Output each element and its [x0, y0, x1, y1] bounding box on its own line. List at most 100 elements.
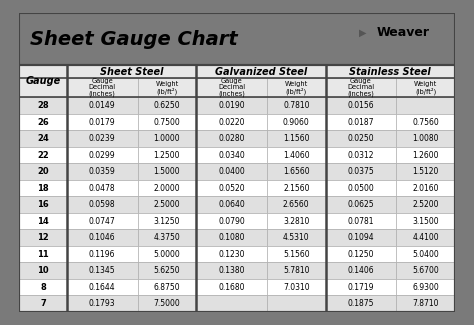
Bar [137, 295, 196, 312]
Text: 2.0160: 2.0160 [412, 184, 439, 193]
Text: 0.0640: 0.0640 [218, 200, 245, 209]
Text: 0.1250: 0.1250 [348, 250, 374, 259]
Bar [196, 229, 267, 246]
Bar [137, 246, 196, 263]
Text: 1.4060: 1.4060 [283, 150, 310, 160]
Bar [326, 163, 396, 180]
Text: Weight
(lb/ft²): Weight (lb/ft²) [155, 81, 179, 95]
Bar [326, 147, 396, 163]
Bar [267, 78, 326, 97]
Text: 0.0340: 0.0340 [218, 150, 245, 160]
Text: 0.0179: 0.0179 [89, 118, 116, 127]
Text: 0.1046: 0.1046 [89, 233, 116, 242]
Bar [196, 279, 267, 295]
Text: 0.1406: 0.1406 [348, 266, 374, 275]
Text: 0.0280: 0.0280 [219, 134, 245, 143]
Text: 8: 8 [40, 283, 46, 292]
Bar [396, 279, 455, 295]
Bar [137, 279, 196, 295]
Text: 0.1875: 0.1875 [348, 299, 374, 308]
Text: 0.0478: 0.0478 [89, 184, 116, 193]
Text: 0.1644: 0.1644 [89, 283, 116, 292]
Text: 0.1719: 0.1719 [348, 283, 374, 292]
Text: 6.9300: 6.9300 [412, 283, 439, 292]
Bar [19, 213, 67, 229]
Text: 0.0359: 0.0359 [89, 167, 116, 176]
Text: 0.0299: 0.0299 [89, 150, 116, 160]
Text: Gauge: Gauge [25, 76, 61, 86]
Text: 0.0625: 0.0625 [348, 200, 374, 209]
Text: Galvanized Steel: Galvanized Steel [215, 67, 307, 77]
Text: 0.7810: 0.7810 [283, 101, 310, 110]
Text: 0.1230: 0.1230 [219, 250, 245, 259]
Bar [396, 163, 455, 180]
Text: 0.1680: 0.1680 [219, 283, 245, 292]
Bar [19, 229, 67, 246]
Text: 0.0250: 0.0250 [348, 134, 374, 143]
Text: 0.0400: 0.0400 [218, 167, 245, 176]
Text: 0.0312: 0.0312 [348, 150, 374, 160]
Text: 0.0239: 0.0239 [89, 134, 116, 143]
Text: Gauge
Decimal
(inches): Gauge Decimal (inches) [89, 78, 116, 98]
Text: 26: 26 [37, 118, 49, 127]
Text: 0.0190: 0.0190 [219, 101, 245, 110]
Text: 1.5120: 1.5120 [412, 167, 439, 176]
Text: 0.1380: 0.1380 [219, 266, 245, 275]
Text: 6.8750: 6.8750 [154, 283, 180, 292]
Text: 3.1500: 3.1500 [412, 217, 439, 226]
Text: 3.1250: 3.1250 [154, 217, 180, 226]
Bar [67, 213, 137, 229]
Bar [67, 78, 137, 97]
Text: 0.1345: 0.1345 [89, 266, 116, 275]
Bar [137, 196, 196, 213]
Text: 2.5200: 2.5200 [412, 200, 439, 209]
Text: Weight
(lb/ft²): Weight (lb/ft²) [285, 81, 308, 95]
Text: 0.0187: 0.0187 [348, 118, 374, 127]
Bar [267, 263, 326, 279]
Text: 5.6700: 5.6700 [412, 266, 439, 275]
Bar [67, 196, 137, 213]
Bar [396, 147, 455, 163]
Text: 1.1560: 1.1560 [283, 134, 310, 143]
Text: 4.5310: 4.5310 [283, 233, 310, 242]
Text: 11: 11 [37, 250, 49, 259]
Bar [19, 147, 67, 163]
Bar [267, 213, 326, 229]
Text: Gauge
Decimal
(inches): Gauge Decimal (inches) [347, 78, 374, 98]
Text: 4.3750: 4.3750 [154, 233, 180, 242]
Text: Weight
(lb/ft²): Weight (lb/ft²) [414, 81, 438, 95]
Bar [19, 130, 67, 147]
Text: 7.0310: 7.0310 [283, 283, 310, 292]
Text: 3.2810: 3.2810 [283, 217, 310, 226]
Bar [396, 213, 455, 229]
Bar [326, 196, 396, 213]
Text: 0.1196: 0.1196 [89, 250, 116, 259]
Text: 10: 10 [37, 266, 49, 275]
Bar [137, 163, 196, 180]
Text: Stainless Steel: Stainless Steel [349, 67, 431, 77]
Bar [196, 213, 267, 229]
Bar [67, 263, 137, 279]
Text: 20: 20 [37, 167, 49, 176]
Text: 0.1094: 0.1094 [348, 233, 374, 242]
Bar [267, 246, 326, 263]
Bar [326, 65, 455, 78]
Text: 0.7560: 0.7560 [412, 118, 439, 127]
Bar [137, 263, 196, 279]
Bar [196, 196, 267, 213]
Text: 7.5000: 7.5000 [154, 299, 180, 308]
Bar [137, 130, 196, 147]
Bar [196, 147, 267, 163]
Bar [137, 229, 196, 246]
Bar [326, 130, 396, 147]
Text: 16: 16 [37, 200, 49, 209]
Bar [396, 246, 455, 263]
Bar [137, 180, 196, 196]
Bar [267, 147, 326, 163]
Bar [19, 246, 67, 263]
Text: 0.0375: 0.0375 [347, 167, 374, 176]
Bar [137, 213, 196, 229]
Text: 1.0080: 1.0080 [412, 134, 439, 143]
Bar [19, 97, 67, 114]
Text: 1.2600: 1.2600 [412, 150, 439, 160]
